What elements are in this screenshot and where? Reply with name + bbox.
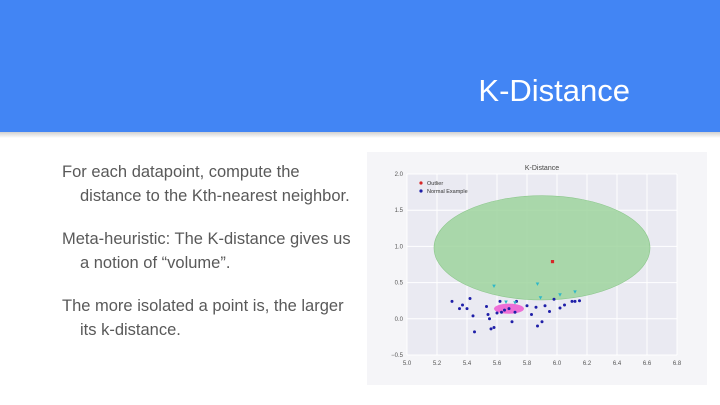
header-shadow bbox=[0, 132, 720, 138]
normal-point bbox=[552, 297, 556, 301]
scatter-chart: 5.0 5.2 5.4 5.6 5.8 6.0 6.2 6.4 6.6 6.8 2.0 1.5 1.0 0… bbox=[391, 165, 682, 367]
bullet-item: Meta-heuristic: The K-distance gives us … bbox=[62, 230, 351, 272]
normal-point bbox=[530, 312, 533, 316]
chart-title: K-Distance bbox=[525, 165, 559, 172]
normal-point bbox=[471, 314, 475, 318]
x-tick-label: 5.4 bbox=[463, 361, 472, 367]
normal-point bbox=[461, 303, 464, 307]
normal-point bbox=[468, 297, 472, 301]
outlier-point bbox=[550, 260, 555, 264]
normal-point bbox=[563, 303, 566, 307]
normal-point bbox=[488, 317, 491, 321]
normal-point bbox=[570, 299, 574, 303]
y-tick-label: 1.5 bbox=[395, 208, 404, 214]
normal-point bbox=[540, 320, 544, 324]
normal-point bbox=[485, 304, 488, 308]
bullet-list: For each datapoint, compute the distance… bbox=[62, 160, 362, 361]
normal-point bbox=[500, 310, 503, 314]
normal-point bbox=[498, 299, 502, 303]
k-distance-circle bbox=[433, 195, 651, 301]
normal-point bbox=[486, 312, 490, 316]
neighbor-marker bbox=[504, 300, 508, 304]
bullet-item: The more isolated a point is, the larger… bbox=[62, 297, 344, 339]
normal-point bbox=[513, 310, 517, 314]
k-distance-figure: 5.0 5.2 5.4 5.6 5.8 6.0 6.2 6.4 6.6 6.8 2.0 1.5 1.0 0… bbox=[367, 152, 707, 385]
neighbor-marker bbox=[492, 284, 496, 289]
normal-point bbox=[534, 305, 538, 309]
normal-point bbox=[465, 307, 469, 311]
normal-point bbox=[536, 324, 539, 328]
normal-point bbox=[473, 330, 476, 334]
normal-point bbox=[543, 304, 547, 308]
neighbor-marker bbox=[558, 293, 562, 297]
legend-marker bbox=[419, 181, 423, 185]
bullet-item: For each datapoint, compute the distance… bbox=[62, 163, 350, 205]
legend-label: Outlier bbox=[427, 181, 443, 187]
normal-point bbox=[573, 299, 577, 303]
y-tick-label: 2.0 bbox=[395, 172, 404, 178]
slide-title: K-Distance bbox=[478, 73, 630, 108]
neighbor-marker bbox=[538, 296, 543, 300]
normal-point bbox=[492, 325, 496, 329]
normal-point bbox=[495, 311, 499, 315]
legend-marker bbox=[419, 189, 423, 193]
neighbor-marker bbox=[573, 290, 577, 294]
normal-point bbox=[558, 306, 562, 310]
x-tick-label: 6.8 bbox=[673, 361, 682, 367]
normal-point bbox=[510, 320, 514, 324]
x-tick-label: 6.6 bbox=[643, 361, 652, 367]
normal-point bbox=[507, 307, 511, 311]
neighbor-marker bbox=[535, 282, 540, 286]
normal-point bbox=[450, 299, 454, 303]
x-tick-label: 5.2 bbox=[433, 361, 442, 367]
normal-point bbox=[503, 308, 506, 312]
normal-point bbox=[578, 299, 581, 303]
x-tick-label: 6.0 bbox=[553, 361, 562, 367]
x-tick-label: 6.4 bbox=[613, 361, 622, 367]
normal-point bbox=[489, 327, 493, 331]
x-tick-label: 5.6 bbox=[493, 361, 502, 367]
legend-label: Normal Example bbox=[427, 189, 468, 195]
x-tick-label: 6.2 bbox=[583, 361, 592, 367]
y-tick-label: 0.0 bbox=[395, 317, 404, 323]
x-tick-label: 5.0 bbox=[403, 361, 412, 367]
y-tick-label: −0.5 bbox=[391, 353, 404, 359]
x-tick-label: 5.8 bbox=[523, 361, 532, 367]
normal-point bbox=[548, 310, 551, 314]
header-bar bbox=[0, 0, 720, 132]
y-tick-label: 1.0 bbox=[395, 244, 404, 250]
normal-point bbox=[458, 307, 461, 311]
y-tick-label: 0.5 bbox=[395, 281, 404, 287]
neighbor-marker bbox=[513, 301, 517, 305]
normal-point bbox=[525, 304, 529, 308]
